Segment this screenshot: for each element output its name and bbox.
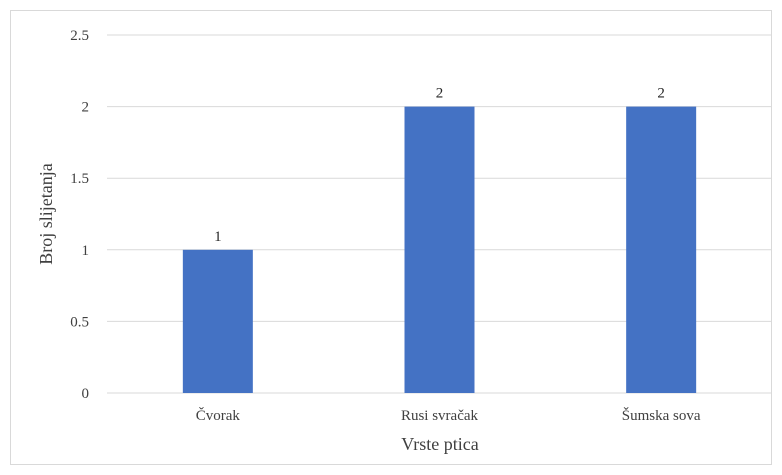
y-tick-label: 0 <box>82 386 90 402</box>
y-tick-label: 2 <box>82 100 90 116</box>
data-labels: 1 2 2 <box>214 86 665 245</box>
bar-2 <box>404 106 475 393</box>
y-axis-ticks: 0 0.5 1 1.5 2 2.5 <box>70 28 89 402</box>
x-tick-label: Čvorak <box>196 407 241 424</box>
x-tick-label: Šumska sova <box>622 407 701 424</box>
y-tick-label: 0.5 <box>70 314 89 330</box>
y-tick-label: 2.5 <box>70 28 89 44</box>
x-axis-ticks: Čvorak Rusi svračak Šumska sova <box>196 407 701 424</box>
y-axis-title: Broj slijetanja <box>36 163 56 264</box>
data-label: 2 <box>657 86 665 102</box>
data-label: 2 <box>436 86 444 102</box>
y-tick-label: 1 <box>82 243 90 259</box>
bar-3 <box>626 106 697 393</box>
bar-1 <box>182 249 253 393</box>
x-tick-label: Rusi svračak <box>401 408 479 424</box>
x-axis-title: Vrste ptica <box>401 434 478 454</box>
y-tick-label: 1.5 <box>70 171 89 187</box>
data-label: 1 <box>214 229 222 245</box>
bars <box>182 106 697 393</box>
